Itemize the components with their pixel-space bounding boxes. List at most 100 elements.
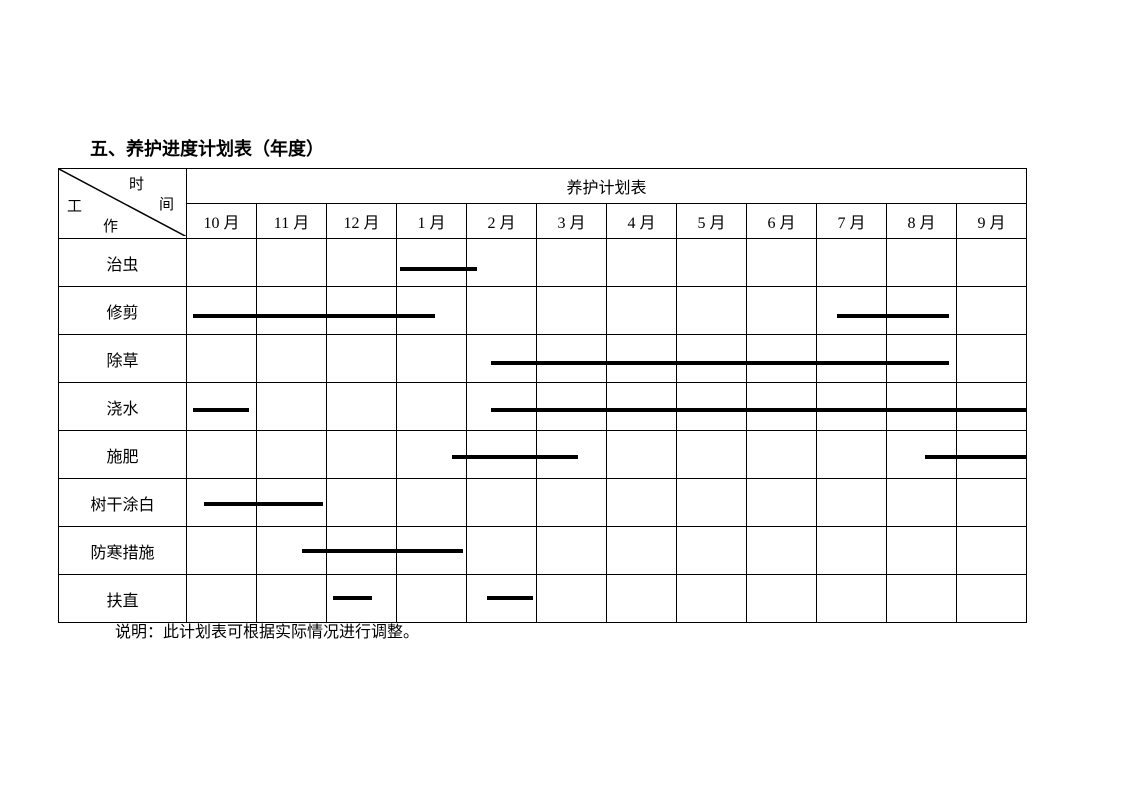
gantt-cell [257, 431, 327, 479]
gantt-cell [747, 335, 817, 383]
task-label: 防寒措施 [59, 527, 187, 575]
gantt-cell [957, 527, 1027, 575]
gantt-cell [397, 527, 467, 575]
gantt-cell [747, 383, 817, 431]
gantt-cell [817, 383, 887, 431]
task-label: 扶直 [59, 575, 187, 623]
gantt-cell [957, 335, 1027, 383]
gantt-cell [607, 575, 677, 623]
gantt-cell [257, 479, 327, 527]
month-header: 2 月 [467, 204, 537, 239]
gantt-cell [537, 239, 607, 287]
gantt-cell [187, 287, 257, 335]
month-header: 8 月 [887, 204, 957, 239]
month-header: 3 月 [537, 204, 607, 239]
diag-label-work-sub: 作 [103, 215, 118, 236]
gantt-cell [887, 527, 957, 575]
gantt-cell [817, 527, 887, 575]
gantt-cell [677, 239, 747, 287]
gantt-cell [537, 431, 607, 479]
gantt-cell [957, 239, 1027, 287]
footnote: 说明：此计划表可根据实际情况进行调整。 [115, 618, 419, 642]
gantt-cell [817, 431, 887, 479]
gantt-cell [677, 431, 747, 479]
gantt-cell [957, 287, 1027, 335]
month-header: 7 月 [817, 204, 887, 239]
gantt-cell [957, 479, 1027, 527]
gantt-cell [327, 431, 397, 479]
gantt-cell [817, 239, 887, 287]
gantt-cell [887, 239, 957, 287]
task-label: 修剪 [59, 287, 187, 335]
gantt-cell [887, 335, 957, 383]
header-group-label: 养护计划表 [187, 169, 1027, 204]
task-label: 浇水 [59, 383, 187, 431]
gantt-cell [327, 575, 397, 623]
gantt-cell [607, 383, 677, 431]
gantt-cell [607, 239, 677, 287]
gantt-table: 时 间 工 作 养护计划表 10 月 11 月 12 月 1 月 2 月 3 月… [58, 168, 1027, 623]
month-header: 9 月 [957, 204, 1027, 239]
month-header: 1 月 [397, 204, 467, 239]
gantt-cell [747, 575, 817, 623]
gantt-cell [747, 527, 817, 575]
gantt-cell [257, 383, 327, 431]
gantt-cell [397, 287, 467, 335]
gantt-cell [327, 527, 397, 575]
gantt-cell [817, 479, 887, 527]
gantt-cell [187, 239, 257, 287]
gantt-cell [397, 383, 467, 431]
diag-header-cell: 时 间 工 作 [59, 169, 187, 239]
task-row: 浇水 [59, 383, 1027, 431]
task-row: 治虫 [59, 239, 1027, 287]
gantt-cell [747, 479, 817, 527]
gantt-cell [677, 335, 747, 383]
gantt-cell [537, 575, 607, 623]
gantt-cell [467, 335, 537, 383]
gantt-cell [397, 479, 467, 527]
month-header: 12 月 [327, 204, 397, 239]
gantt-cell [187, 527, 257, 575]
month-header: 5 月 [677, 204, 747, 239]
gantt-cell [957, 575, 1027, 623]
diag-label-time: 时 [129, 173, 144, 194]
gantt-cell [257, 287, 327, 335]
gantt-cell [887, 431, 957, 479]
gantt-cell [467, 479, 537, 527]
gantt-cell [957, 431, 1027, 479]
gantt-cell [607, 527, 677, 575]
gantt-cell [257, 239, 327, 287]
task-row: 树干涂白 [59, 479, 1027, 527]
gantt-cell [467, 287, 537, 335]
gantt-cell [187, 335, 257, 383]
gantt-cell [397, 431, 467, 479]
gantt-cell [397, 335, 467, 383]
month-header: 10 月 [187, 204, 257, 239]
gantt-cell [327, 287, 397, 335]
gantt-cell [537, 335, 607, 383]
gantt-cell [397, 239, 467, 287]
gantt-cell [537, 527, 607, 575]
gantt-cell [747, 287, 817, 335]
gantt-cell [537, 287, 607, 335]
gantt-cell [467, 527, 537, 575]
gantt-cell [537, 479, 607, 527]
gantt-cell [957, 383, 1027, 431]
gantt-cell [327, 335, 397, 383]
task-label: 治虫 [59, 239, 187, 287]
gantt-cell [607, 431, 677, 479]
gantt-cell [677, 479, 747, 527]
gantt-cell [537, 383, 607, 431]
month-header: 11 月 [257, 204, 327, 239]
gantt-cell [327, 239, 397, 287]
task-row: 扶直 [59, 575, 1027, 623]
gantt-cell [887, 575, 957, 623]
gantt-cell [257, 575, 327, 623]
gantt-cell [467, 431, 537, 479]
gantt-cell [677, 383, 747, 431]
page-title: 五、养护进度计划表（年度） [90, 135, 324, 161]
task-row: 施肥 [59, 431, 1027, 479]
gantt-cell [887, 479, 957, 527]
gantt-cell [607, 287, 677, 335]
gantt-cell [607, 335, 677, 383]
